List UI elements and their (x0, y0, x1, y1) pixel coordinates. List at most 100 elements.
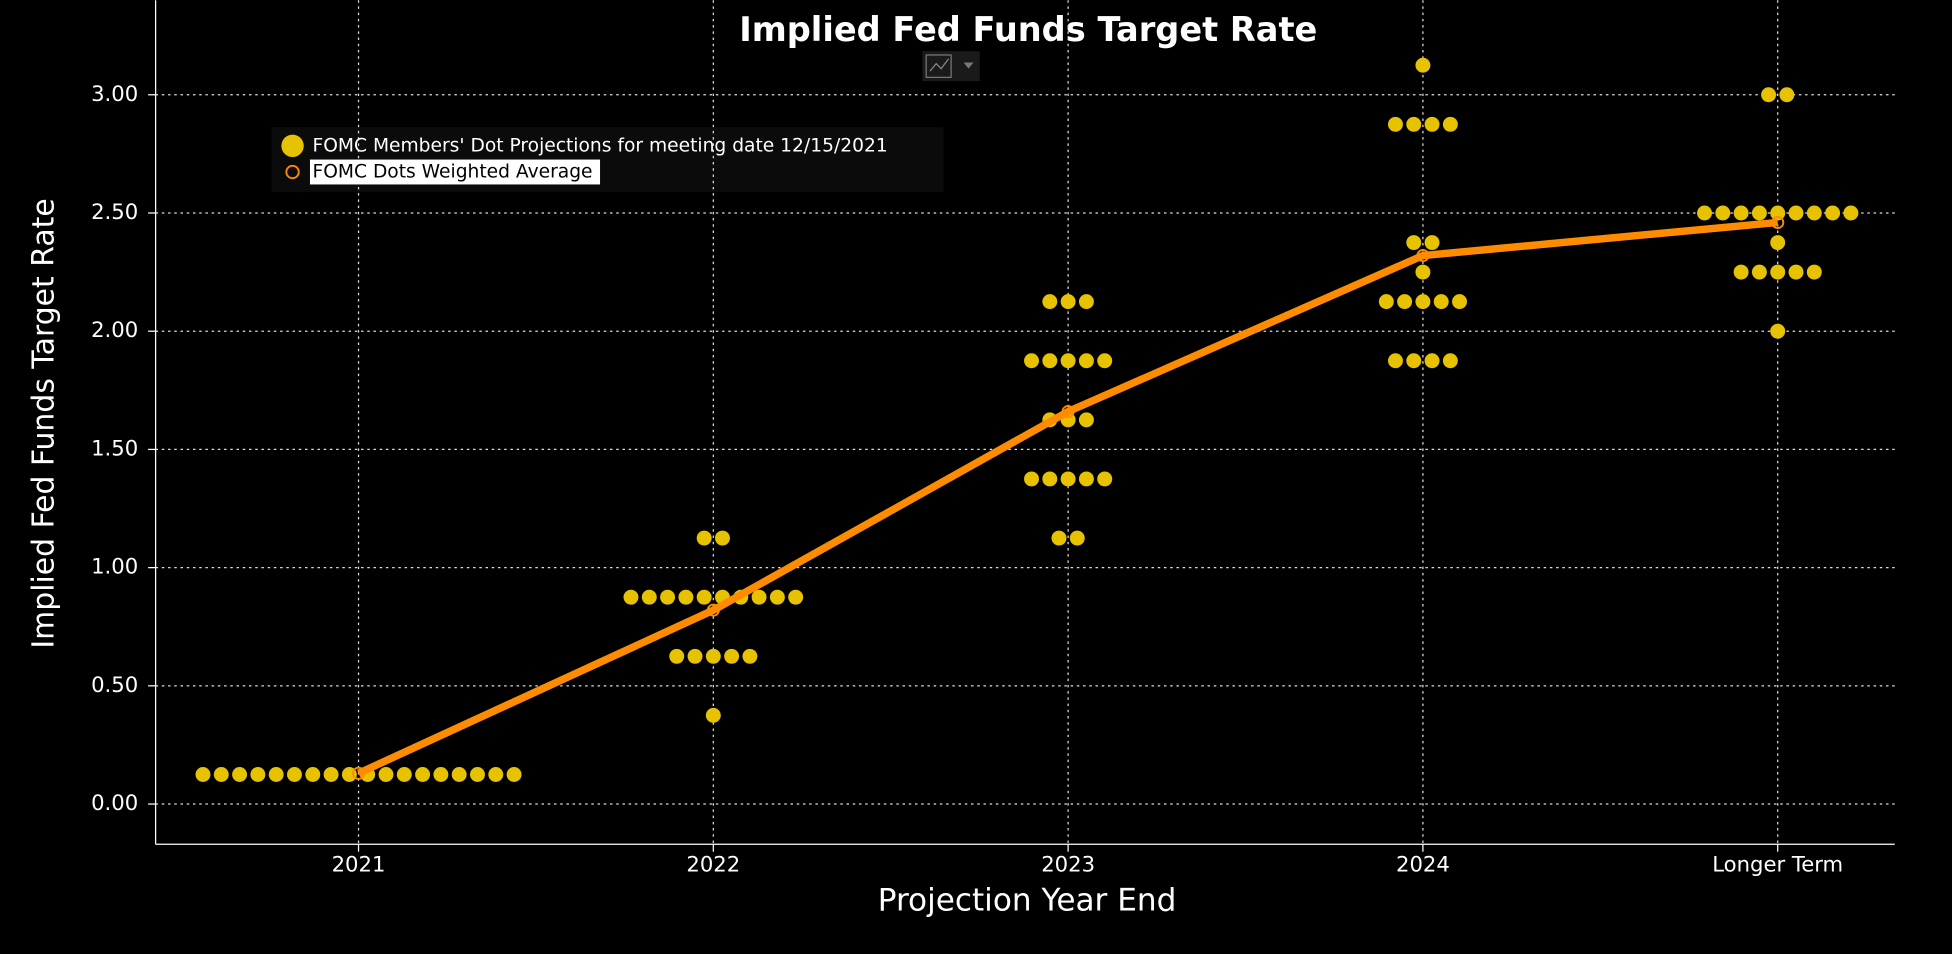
dot (1779, 87, 1795, 103)
dot (470, 767, 485, 782)
dot (1042, 353, 1058, 369)
dot (1770, 264, 1786, 280)
dot (232, 767, 248, 782)
dot (1751, 205, 1767, 221)
dot (1415, 57, 1431, 73)
dot (1415, 264, 1431, 280)
dot (415, 767, 431, 782)
dot (1442, 116, 1458, 132)
x-tick-label: 2022 (686, 851, 740, 876)
dot (1069, 530, 1085, 546)
dropdown-arrow (963, 62, 974, 69)
dot (1424, 353, 1440, 369)
dot (1024, 471, 1039, 487)
y-tick-label: 1.00 (91, 554, 138, 579)
dot (1697, 205, 1712, 221)
average-marker (1416, 249, 1430, 263)
dot (1715, 205, 1731, 221)
dot (724, 648, 740, 664)
x-tick-label: 2024 (1396, 851, 1450, 876)
dot (1097, 471, 1113, 487)
chart-icon-line (929, 58, 950, 72)
legend-marker (281, 134, 304, 158)
dot (1751, 264, 1767, 280)
dot (305, 767, 321, 782)
dot (1843, 205, 1859, 221)
dot (660, 589, 676, 605)
dot (195, 767, 211, 782)
dot (287, 767, 302, 782)
legend-highlight (309, 159, 601, 185)
average-marker (706, 603, 720, 617)
dot (687, 648, 703, 664)
y-tick-label: 1.50 (91, 435, 138, 460)
dot (1051, 530, 1067, 546)
x-tick-label: Longer Term (1712, 851, 1843, 876)
dot (250, 767, 266, 782)
dot (1770, 323, 1786, 339)
dot (715, 530, 730, 546)
dot (1078, 412, 1094, 428)
dot (1825, 205, 1841, 221)
y-tick-label: 0.00 (91, 790, 138, 815)
dot (268, 767, 284, 782)
legend-label: FOMC Dots Weighted Average (312, 161, 592, 182)
dot (1788, 264, 1804, 280)
dot (1042, 294, 1058, 310)
chart-title: Implied Fed Funds Target Rate (739, 10, 1317, 49)
dot (451, 767, 467, 782)
dot (696, 530, 712, 546)
dot (1387, 116, 1403, 132)
y-tick-label: 2.50 (91, 199, 138, 224)
dot (1397, 294, 1413, 310)
average-marker (1061, 405, 1075, 419)
dot (1078, 353, 1094, 369)
dot (1078, 294, 1094, 310)
dot (1060, 471, 1076, 487)
y-tick-label: 2.00 (91, 317, 138, 342)
average-marker (351, 766, 366, 780)
dot (1042, 471, 1058, 487)
dot (1761, 87, 1777, 103)
dot (433, 767, 449, 782)
dot (1097, 353, 1113, 369)
dot (1378, 294, 1394, 310)
dot (1733, 264, 1749, 280)
dot (1060, 294, 1076, 310)
dot (1424, 116, 1440, 132)
dot (488, 767, 504, 782)
dot (506, 767, 522, 782)
dot (1452, 294, 1467, 310)
dot (696, 589, 712, 605)
y-tick-label: 0.50 (91, 672, 138, 697)
dot (1442, 353, 1458, 369)
y-tick-label: 3.00 (91, 81, 138, 106)
dot (1060, 353, 1076, 369)
legend-label: FOMC Members' Dot Projections for meetin… (312, 135, 887, 156)
dot (1406, 235, 1422, 251)
average-line (356, 218, 1779, 777)
dot (705, 648, 721, 664)
chart-icon (925, 54, 952, 79)
dot (641, 589, 657, 605)
x-axis-label: Projection Year End (878, 883, 1177, 919)
average-marker (1771, 215, 1785, 229)
dot (769, 589, 785, 605)
dot (1424, 235, 1440, 251)
dot (1415, 294, 1431, 310)
dot (788, 589, 804, 605)
dot (669, 648, 685, 664)
dot (1406, 116, 1422, 132)
legend-marker (285, 164, 300, 180)
dot (751, 589, 767, 605)
dot (1433, 294, 1449, 310)
dot (1387, 353, 1403, 369)
dot (1406, 353, 1422, 369)
y-axis-label: Implied Fed Funds Target Rate (26, 198, 61, 648)
dot (213, 767, 229, 782)
dot (1788, 205, 1804, 221)
dot (1770, 205, 1786, 221)
dot (742, 648, 758, 664)
